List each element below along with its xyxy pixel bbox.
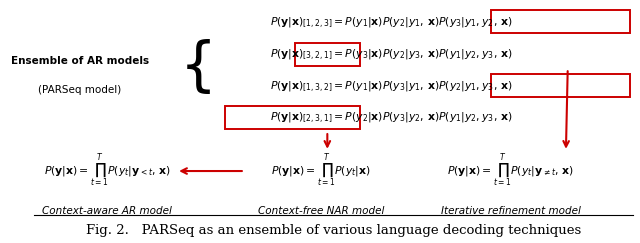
Text: $P(\mathbf{y}|\mathbf{x})_{[2,3,1]} = P(y_2|\mathbf{x})P(y_3|y_2,\,\mathbf{x})P(: $P(\mathbf{y}|\mathbf{x})_{[2,3,1]} = P(… — [270, 111, 513, 125]
Text: $P(\mathbf{y}|\mathbf{x}) = \prod_{t=1}^{T} P(y_t|\mathbf{y}_{<t},\,\mathbf{x})$: $P(\mathbf{y}|\mathbf{x}) = \prod_{t=1}^… — [44, 153, 171, 190]
Text: Context-free NAR model: Context-free NAR model — [258, 206, 385, 216]
Text: $P(\mathbf{y}|\mathbf{x}) = \prod_{t=1}^{T} P(y_t|\mathbf{x})$: $P(\mathbf{y}|\mathbf{x}) = \prod_{t=1}^… — [271, 153, 371, 190]
Text: $P(\mathbf{y}|\mathbf{x})_{[3,2,1]} = P(y_3|\mathbf{x})P(y_2|y_3,\,\mathbf{x})P(: $P(\mathbf{y}|\mathbf{x})_{[3,2,1]} = P(… — [270, 48, 513, 62]
Text: Fig. 2.   PARSeq as an ensemble of various language decoding techniques: Fig. 2. PARSeq as an ensemble of various… — [86, 225, 581, 237]
Text: $P(\mathbf{y}|\mathbf{x}) = \prod_{t=1}^{T} P(y_t|\mathbf{y}_{\neq t},\,\mathbf{: $P(\mathbf{y}|\mathbf{x}) = \prod_{t=1}^… — [447, 153, 574, 190]
Text: {: { — [180, 39, 217, 96]
Text: (PARSeq model): (PARSeq model) — [38, 85, 121, 95]
Text: Iterative refinement model: Iterative refinement model — [441, 206, 580, 216]
Text: Context-aware AR model: Context-aware AR model — [42, 206, 172, 216]
Text: $P(\mathbf{y}|\mathbf{x})_{[1,2,3]} = P(y_1|\mathbf{x})P(y_2|y_1,\,\mathbf{x})P(: $P(\mathbf{y}|\mathbf{x})_{[1,2,3]} = P(… — [270, 15, 513, 30]
Text: Ensemble of AR models: Ensemble of AR models — [10, 56, 148, 66]
Text: $P(\mathbf{y}|\mathbf{x})_{[1,3,2]} = P(y_1|\mathbf{x})P(y_3|y_1,\,\mathbf{x})P(: $P(\mathbf{y}|\mathbf{x})_{[1,3,2]} = P(… — [270, 79, 513, 94]
